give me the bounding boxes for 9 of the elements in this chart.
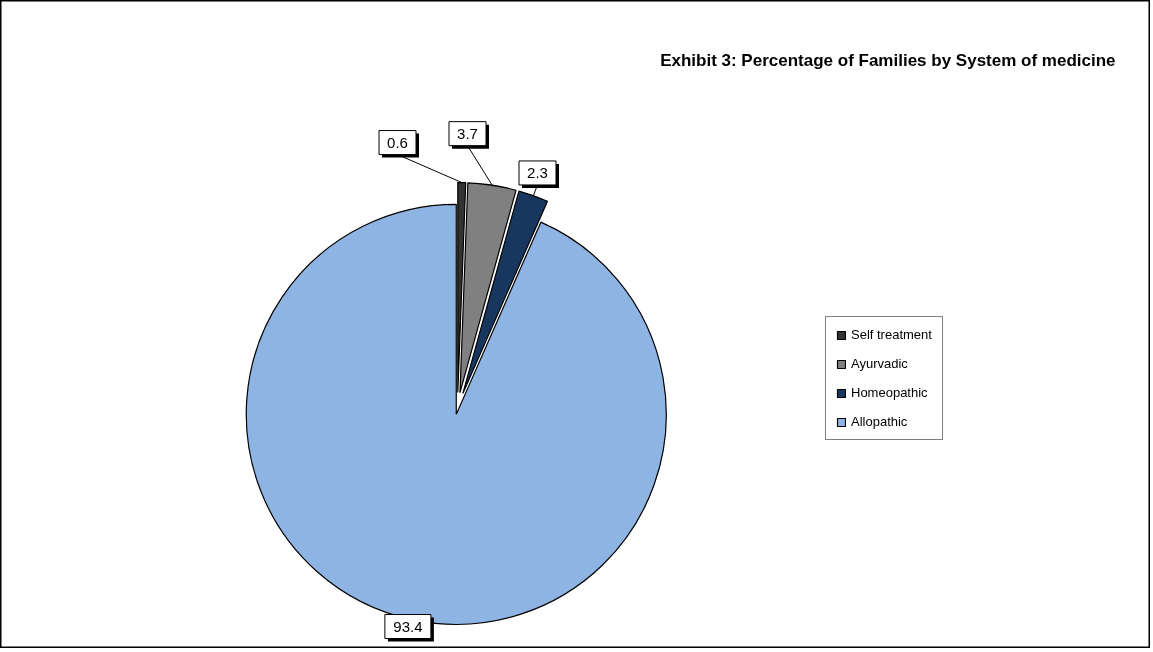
chart-title: Exhibit 3: Percentage of Families by System of medicine <box>660 51 1116 70</box>
data-label: 93.4 <box>393 617 423 635</box>
data-label: 2.3 <box>527 163 548 181</box>
legend-label: Ayurvadic <box>851 356 908 371</box>
legend-label: Homeopathic <box>851 385 928 400</box>
legend-label: Allopathic <box>851 414 908 429</box>
data-label: 0.6 <box>387 133 408 151</box>
data-label: 3.7 <box>457 124 478 142</box>
legend-label: Self treatment <box>851 327 932 342</box>
